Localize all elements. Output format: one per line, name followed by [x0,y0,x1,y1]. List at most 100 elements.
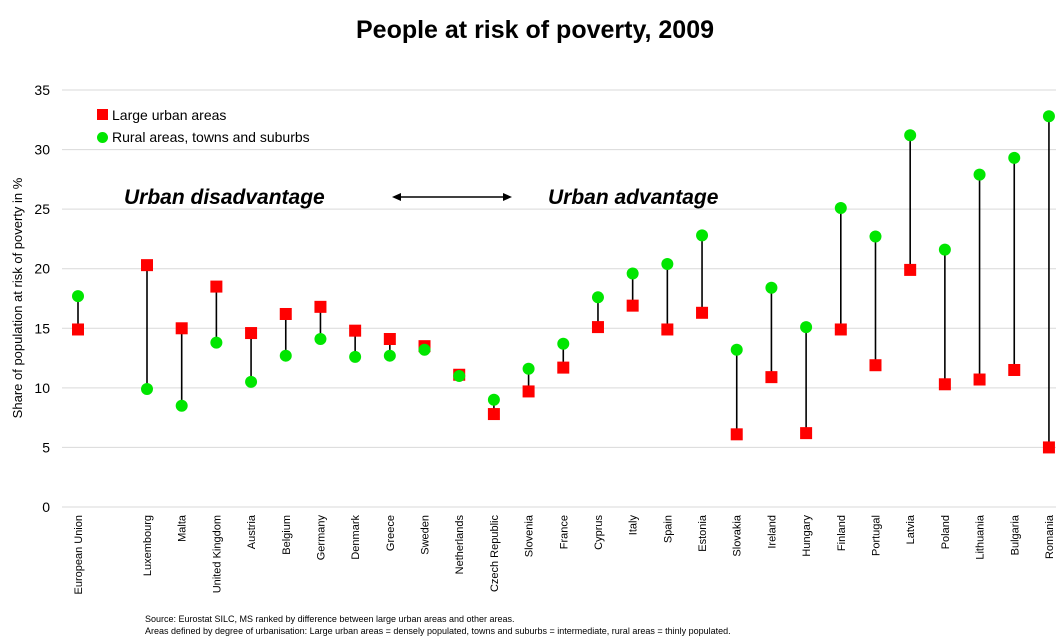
urban-point [487,408,500,421]
rural-point [349,350,362,363]
rural-point [696,229,709,242]
urban-point [626,299,639,312]
urban-point [72,323,84,336]
arrow-head-right [503,193,512,201]
category-label: Austria [246,514,258,549]
rural-point [141,383,153,396]
category-label: France [558,515,570,549]
legend-label-urban: Large urban areas [112,107,226,123]
urban-point [661,323,674,336]
rural-point [730,343,743,356]
urban-point [800,427,813,440]
chart-title: People at risk of poverty, 2009 [356,16,714,44]
category-label: Portugal [870,515,882,556]
urban-point [1042,441,1055,454]
category-label: Spain [662,515,674,543]
rural-point [800,321,813,334]
category-label: Greece [385,515,397,551]
y-tick-label: 25 [34,201,50,217]
urban-point [383,333,396,346]
legend: Large urban areas Rural areas, towns and… [97,107,310,145]
urban-point [834,323,847,336]
grid-lines [62,89,1056,508]
category-label: Finland [836,515,848,551]
urban-point [869,359,882,372]
urban-point [522,385,535,398]
rural-point [522,362,535,375]
category-label: Czech Republic [489,515,501,593]
connector-lines [77,116,1050,448]
legend-marker-urban [97,109,108,120]
y-tick-label: 5 [42,439,50,455]
y-axis-label: Share of population at risk of poverty i… [10,177,25,418]
rural-point [834,201,847,214]
urban-point [591,321,604,334]
source-note-line-1: Source: Eurostat SILC, MS ranked by diff… [145,614,515,624]
y-tick-label: 20 [34,261,50,277]
category-label: Poland [940,515,952,549]
rural-point [938,243,951,256]
rural-point [557,337,570,350]
legend-marker-rural [97,132,108,143]
rural-point [314,333,327,346]
y-tick-label: 30 [34,142,50,158]
rural-point [72,290,84,303]
data-markers [72,110,1055,454]
category-label: European Union [73,515,85,595]
rural-point [591,291,604,304]
category-label: Slovakia [732,514,744,556]
rural-point [175,399,188,412]
urban-point [141,259,153,272]
source-note-line-2: Areas defined by degree of urbanisation:… [145,626,731,636]
rural-point [661,257,674,270]
urban-point [730,428,743,441]
category-label: Slovenia [524,514,536,557]
rural-point [418,343,431,356]
category-label: Latvia [905,514,917,544]
rural-point [487,393,500,406]
rural-point [869,230,882,243]
rural-point [973,168,986,181]
rural-point [904,129,917,142]
rural-point [626,267,639,280]
rural-point [245,375,258,388]
y-tick-label: 10 [34,380,50,396]
urban-point [314,300,327,313]
rural-point [1042,110,1055,123]
legend-label-rural: Rural areas, towns and suburbs [112,129,310,145]
category-label: Sweden [420,515,432,555]
urban-point [904,263,917,276]
rural-point [1008,151,1021,164]
urban-point [175,322,188,335]
y-axis-ticks: 0 5 10 15 20 25 30 35 [34,82,50,515]
urban-point [696,306,709,319]
annotation-urban-advantage: Urban advantage [548,186,719,209]
urban-point [245,327,258,340]
category-labels: European Union Luxembourg Malta United King… [73,514,1056,594]
rural-point [210,336,223,349]
annotation-urban-disadvantage: Urban disadvantage [124,186,325,209]
category-label: Lithuania [975,514,987,560]
category-label: Netherlands [454,515,466,575]
category-label: Germany [315,515,327,561]
category-label: Belgium [281,515,293,555]
category-label: Denmark [350,515,362,560]
category-label: Romania [1044,514,1056,559]
rural-point [765,281,778,294]
category-label: Italy [628,515,640,536]
category-label: Malta [177,514,189,542]
y-tick-label: 15 [34,320,50,336]
category-label: Estonia [697,514,709,552]
category-label: Luxembourg [142,515,154,576]
urban-point [210,280,223,293]
urban-point [279,307,292,320]
urban-point [938,378,951,391]
arrow-head-left [392,193,401,201]
category-label: Cyprus [593,515,605,550]
category-label: United Kingdom [211,515,223,593]
urban-point [765,371,778,384]
category-label: Bulgaria [1009,514,1021,555]
urban-point [349,324,362,337]
rural-point [453,369,466,382]
